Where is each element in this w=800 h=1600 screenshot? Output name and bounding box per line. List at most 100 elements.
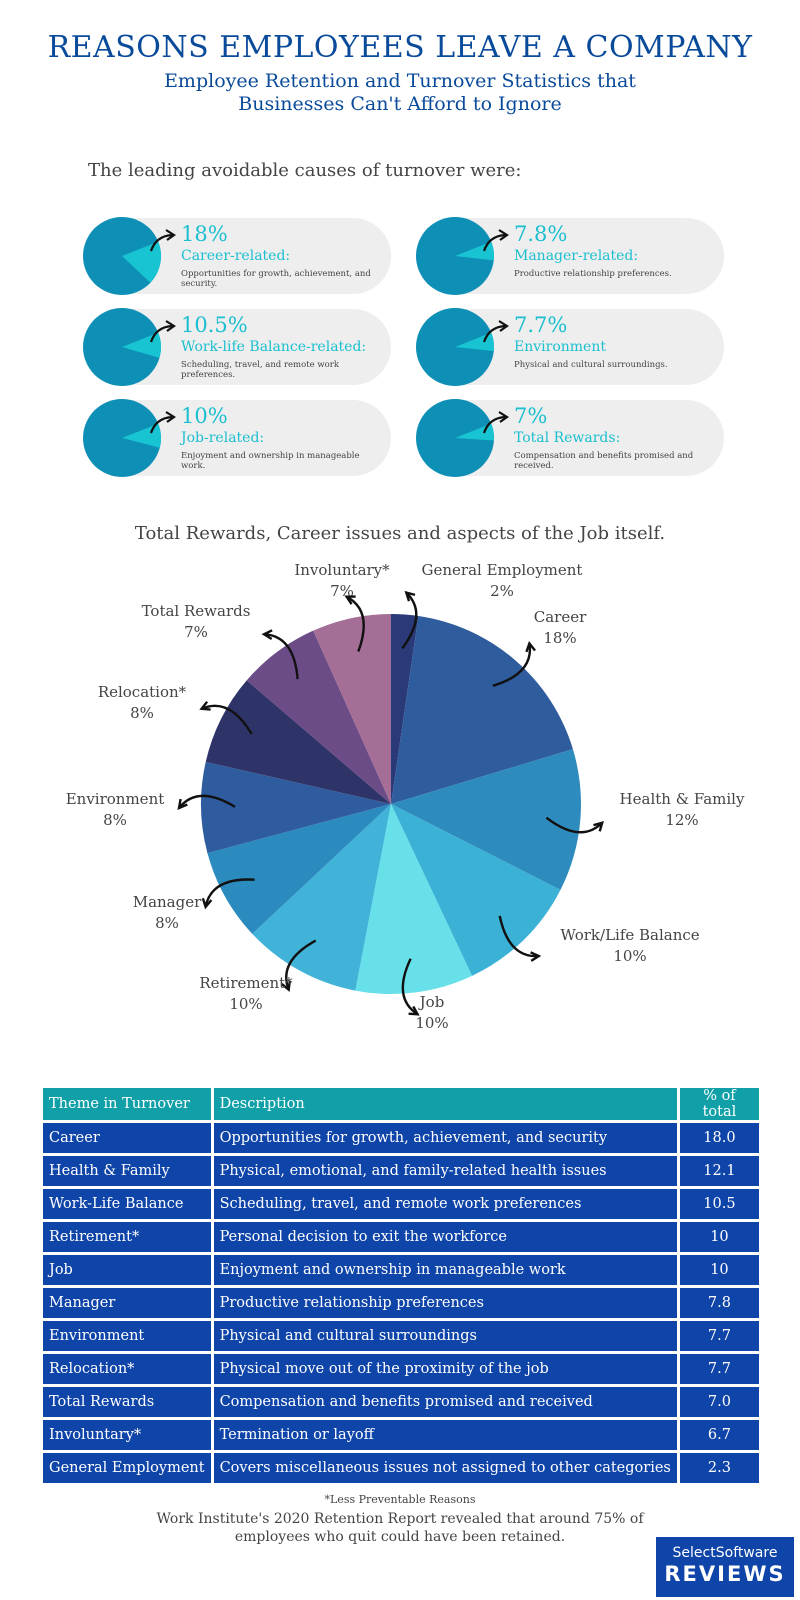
cell-theme: Manager [43, 1288, 211, 1318]
cell-percent: 2.3 [679, 1453, 759, 1483]
mini-pie-icon [416, 308, 494, 386]
pie-arrow-icon [498, 915, 542, 962]
cause-description: Scheduling, travel, and remote work pref… [181, 360, 339, 380]
cell-percent: 7.7 [679, 1354, 759, 1384]
arrow-icon [482, 229, 509, 252]
table-row: Health & Family Physical, emotional, and … [43, 1156, 759, 1186]
table-row: Relocation* Physical move out of the prox… [43, 1354, 759, 1384]
causes-intro: The leading avoidable causes of turnover… [88, 160, 522, 181]
header-description: Description [213, 1088, 677, 1120]
pie-label-name: Job [418, 993, 445, 1011]
cell-description: Personal decision to exit the workforce [213, 1222, 677, 1252]
cell-percent: 12.1 [679, 1156, 759, 1186]
mini-pie-icon [416, 399, 494, 477]
cell-description: Enjoyment and ownership in manageable wo… [213, 1255, 677, 1285]
pie-arrow-icon [344, 595, 365, 652]
cell-theme: Career [43, 1123, 211, 1153]
pie-slice [207, 804, 391, 934]
cell-description: Physical and cultural surroundings [213, 1321, 677, 1351]
pie-label-percent: 7% [330, 582, 354, 600]
pie-label-percent: 2% [490, 582, 514, 600]
cell-theme: Work-Life Balance [43, 1189, 211, 1219]
pie-label-name: Health & Family [620, 790, 745, 808]
pie-arrow-icon [199, 700, 253, 735]
pie-arrow-icon [281, 939, 317, 993]
turnover-pie-chart: General Employment 2% Career 18% Health & Fa… [66, 561, 745, 1032]
pie-label-name: Work/Life Balance [560, 926, 699, 944]
arrow-icon [149, 229, 176, 252]
table-row: Manager Productive relationship preferenc… [43, 1288, 759, 1318]
cell-description: Compensation and benefits promised and r… [213, 1387, 677, 1417]
pie-label-percent: 7% [184, 623, 208, 641]
cell-description: Productive relationship preferences [213, 1288, 677, 1318]
pie-arrow-icon [401, 590, 418, 650]
pie-label-percent: 12% [665, 811, 698, 829]
cause-percent: 7.8% [514, 222, 568, 246]
pie-slice [391, 804, 561, 976]
cell-theme: Retirement* [43, 1222, 211, 1252]
table-row: Work-Life Balance Scheduling, travel, and… [43, 1189, 759, 1219]
pie-label-name: General Employment [422, 561, 583, 579]
pie-slice [355, 804, 473, 995]
pie-label-name: Involuntary* [294, 561, 390, 579]
cause-description: Enjoyment and ownership in manageable wo… [181, 451, 360, 471]
pie-label-name: Environment [66, 790, 165, 808]
pie-label-name: Retirement* [199, 974, 293, 992]
cell-theme: Environment [43, 1321, 211, 1351]
pie-label-percent: 10% [613, 947, 646, 965]
cell-theme: Involuntary* [43, 1420, 211, 1450]
cell-percent: 7.0 [679, 1387, 759, 1417]
cause-label: Environment [514, 339, 606, 355]
cell-description: Opportunities for growth, achievement, a… [213, 1123, 677, 1153]
cell-percent: 6.7 [679, 1420, 759, 1450]
pie-slice [201, 761, 391, 854]
cell-percent: 10 [679, 1222, 759, 1252]
pie-arrow-icon [201, 878, 255, 910]
pie-slice [246, 630, 391, 804]
cell-percent: 7.7 [679, 1321, 759, 1351]
pie-label-name: Total Rewards [142, 602, 251, 620]
cell-theme: Job [43, 1255, 211, 1285]
cause-card: 7.7% Environment Physical and cultural sur… [416, 308, 724, 386]
pie-slice [391, 749, 582, 890]
cell-theme: Total Rewards [43, 1387, 211, 1417]
cause-percent: 7.7% [514, 313, 568, 337]
pie-label-percent: 8% [103, 811, 127, 829]
pie-slice [391, 614, 419, 804]
table-row: Environment Physical and cultural surroun… [43, 1321, 759, 1351]
pie-arrow-icon [177, 794, 236, 810]
pie-arrow-icon [261, 629, 299, 680]
pie-label-percent: 10% [415, 1014, 448, 1032]
pie-slice [205, 680, 391, 804]
cell-description: Physical move out of the proximity of th… [213, 1354, 677, 1384]
cause-label: Manager-related: [514, 248, 639, 264]
cause-label: Career-related: [181, 248, 291, 264]
arrow-icon [482, 411, 509, 434]
cause-card: 18% Career-related: Opportunities for grow… [83, 217, 391, 295]
cell-description: Physical, emotional, and family-related … [213, 1156, 677, 1186]
cause-label: Job-related: [181, 430, 265, 446]
cell-description: Scheduling, travel, and remote work pref… [213, 1189, 677, 1219]
brand-logo: SelectSoftware REVIEWS [656, 1537, 794, 1597]
cause-label: Total Rewards: [514, 430, 621, 446]
cause-card: 7% Total Rewards: Compensation and benefit… [416, 399, 724, 477]
pie-heading: Total Rewards, Career issues and aspects… [134, 523, 666, 544]
cell-percent: 7.8 [679, 1288, 759, 1318]
pie-label-name: Relocation* [98, 683, 187, 701]
cell-theme: General Employment [43, 1453, 211, 1483]
pie-label-percent: 8% [155, 914, 179, 932]
cause-description: Physical and cultural surroundings. [514, 360, 668, 370]
table-row: General Employment Covers miscellaneous i… [43, 1453, 759, 1483]
header-percent: % of total [679, 1088, 759, 1120]
cause-description: Compensation and benefits promised and r… [514, 451, 694, 471]
arrow-icon [149, 320, 176, 343]
cell-theme: Relocation* [43, 1354, 211, 1384]
pie-arrow-icon [545, 816, 604, 834]
cell-theme: Health & Family [43, 1156, 211, 1186]
footnote: *Less Preventable Reasons [324, 1493, 476, 1506]
table-row: Involuntary* Termination or layoff 6.7 [43, 1420, 759, 1450]
cause-card: 7.8% Manager-related: Productive relations… [416, 217, 724, 295]
pie-slice [313, 614, 391, 804]
pie-label-percent: 10% [229, 995, 262, 1013]
cause-description: Productive relationship preferences. [514, 269, 672, 279]
